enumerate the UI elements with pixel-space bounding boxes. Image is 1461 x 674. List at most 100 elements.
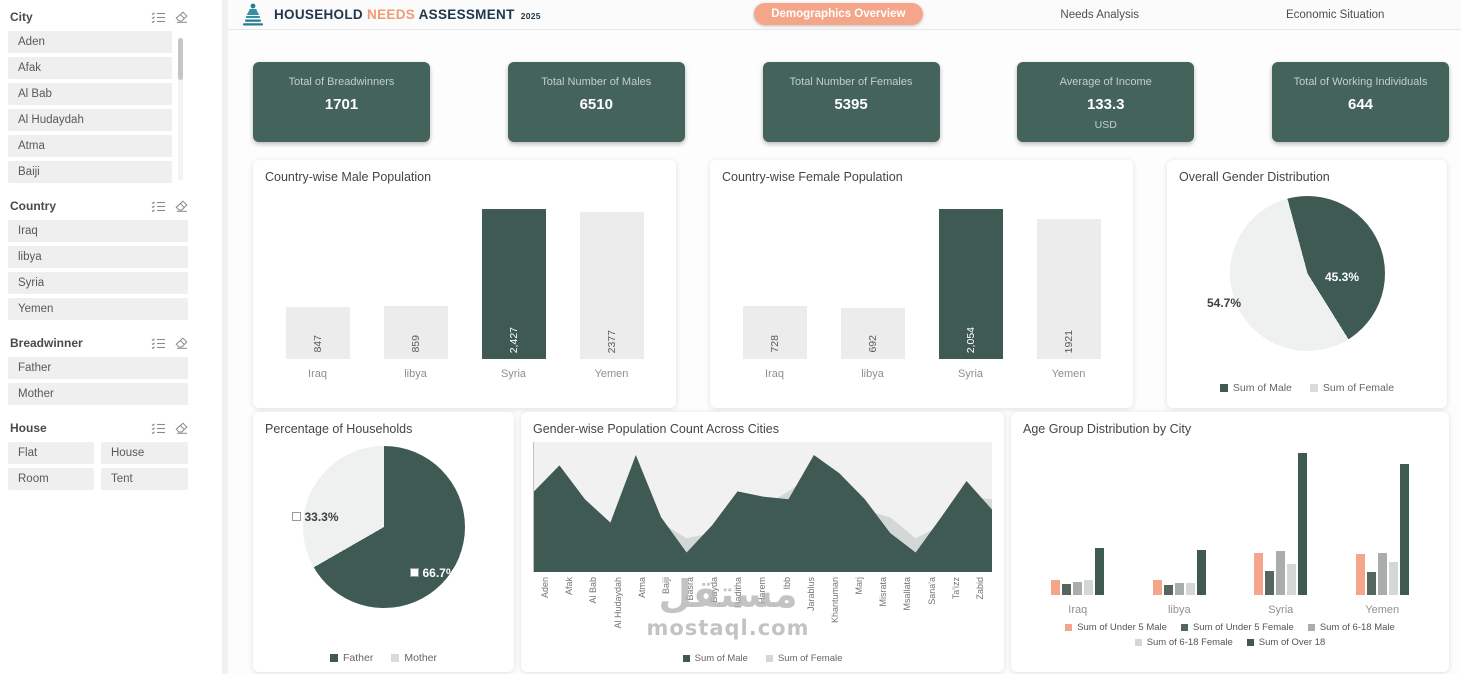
- kpi-unit: USD: [1094, 119, 1117, 131]
- legend-swatch: [1246, 639, 1254, 646]
- slicer-selection-icon[interactable]: [151, 337, 165, 349]
- app-logo-icon: [240, 3, 266, 27]
- x-axis-label: Khantuman: [829, 577, 840, 624]
- chart-genderwise-population-across-cities: Gender-wise Population Count Across Citi…: [521, 412, 1004, 672]
- scrollbar-thumb[interactable]: [178, 38, 183, 80]
- bar-syria-over-18[interactable]: [1298, 453, 1308, 595]
- x-axis-label: Basra: [685, 577, 696, 601]
- tab-needs-analysis[interactable]: Needs Analysis: [1060, 9, 1140, 21]
- bar-yemen-over-18[interactable]: [1399, 464, 1409, 595]
- chart-title: Gender-wise Population Count Across Citi…: [533, 422, 779, 436]
- kpi-card-breadwinners: Total of Breadwinners 1701: [253, 62, 430, 142]
- title-year: 2025: [520, 11, 541, 21]
- title-needs: NEEDS: [367, 7, 416, 22]
- bar-syria-6-18-male[interactable]: [1276, 551, 1286, 595]
- title-assessment: ASSESSMENT: [418, 7, 515, 22]
- slicer-item-mother[interactable]: Mother: [8, 383, 188, 405]
- clear-filter-icon[interactable]: [175, 11, 188, 23]
- kpi-card-males: Total Number of Males 6510: [507, 62, 685, 142]
- slicer-item-al-hudaydah[interactable]: Al Hudaydah: [8, 109, 172, 131]
- bar-syria-under5-male[interactable]: [1254, 553, 1264, 595]
- legend-swatch: [682, 655, 690, 662]
- slicer-selection-icon[interactable]: [151, 11, 165, 23]
- chart-overall-gender-distribution: Overall Gender Distribution 45.3% 54.7% …: [1167, 160, 1447, 408]
- slicer-item-father[interactable]: Father: [8, 357, 188, 379]
- bar-syria[interactable]: 2,427: [481, 209, 546, 359]
- slicer-item-iraq[interactable]: Iraq: [8, 220, 188, 242]
- age-group-libya: libya: [1152, 550, 1206, 616]
- bar-iraq-6-18-female[interactable]: [1084, 580, 1094, 595]
- bar-libya-over-18[interactable]: [1196, 550, 1206, 595]
- slicer-item-atma[interactable]: Atma: [8, 135, 172, 157]
- slicer-selection-icon[interactable]: [151, 200, 165, 212]
- main-area: HOUSEHOLD NEEDS ASSESSMENT 2025 Demograp…: [228, 0, 1461, 674]
- bar-syria-under5-female[interactable]: [1265, 571, 1275, 595]
- bar-iraq[interactable]: 728: [742, 306, 807, 359]
- filter-sidebar: City Aden Afak Al Bab Al Hudaydah Atma Baiji Co…: [0, 0, 228, 674]
- x-axis-label: Msallata: [902, 577, 913, 611]
- bar-libya[interactable]: 859: [383, 306, 448, 359]
- slicer-item-syria[interactable]: Syria: [8, 272, 188, 294]
- slicer-item-libya[interactable]: libya: [8, 246, 188, 268]
- slicer-selection-icon[interactable]: [151, 422, 165, 434]
- slicer-item-aden[interactable]: Aden: [8, 31, 172, 53]
- x-axis-label: Sana'a: [926, 577, 937, 605]
- area-male-series[interactable]: [534, 455, 992, 572]
- bar-syria-6-18-female[interactable]: [1287, 564, 1297, 595]
- gender-pie-chart[interactable]: [1229, 196, 1385, 351]
- x-axis-label: Atma: [636, 577, 647, 599]
- kpi-value: 6510: [579, 96, 613, 113]
- bar-libya-6-18-male[interactable]: [1174, 583, 1184, 595]
- legend-swatch: [1134, 639, 1142, 646]
- slicer-item-tent[interactable]: Tent: [101, 468, 188, 490]
- x-axis-label: Jarablus: [805, 577, 816, 612]
- bar-yemen-6-18-male[interactable]: [1377, 553, 1387, 595]
- slicer-item-baiji[interactable]: Baiji: [8, 161, 172, 183]
- x-axis-label: Harem: [757, 577, 768, 605]
- bar-yemen-under5-male[interactable]: [1355, 554, 1365, 595]
- topbar: HOUSEHOLD NEEDS ASSESSMENT 2025 Demograp…: [228, 0, 1461, 30]
- bar-iraq-under5-female[interactable]: [1062, 584, 1072, 595]
- x-axis-label: Syria: [500, 368, 527, 380]
- slicer-item-flat[interactable]: Flat: [8, 442, 94, 464]
- gender-pie-wrap: 45.3% 54.7%: [1179, 196, 1435, 374]
- gender-legend: Sum of Male Sum of Female: [1179, 382, 1435, 394]
- tab-economic-situation[interactable]: Economic Situation: [1285, 9, 1385, 21]
- x-axis-label: Iraq: [1068, 604, 1088, 616]
- clear-filter-icon[interactable]: [175, 422, 188, 434]
- bar-yemen-6-18-female[interactable]: [1388, 562, 1398, 595]
- clear-filter-icon[interactable]: [175, 337, 188, 349]
- legend-item: Sum of Under 5 Male: [1065, 622, 1167, 633]
- slicer-item-yemen[interactable]: Yemen: [8, 298, 188, 320]
- bar-libya-6-18-female[interactable]: [1185, 583, 1195, 595]
- charts-row-2: Percentage of Households 33.3% 66.7% Fat…: [253, 412, 1449, 672]
- bar-value-label: 728: [768, 335, 781, 353]
- clear-filter-icon[interactable]: [175, 200, 188, 212]
- slicer-item-afak[interactable]: Afak: [8, 57, 172, 79]
- bar-value-label: 2377: [605, 329, 618, 353]
- bar-syria[interactable]: 2,054: [938, 209, 1003, 359]
- slicer-item-al-bab[interactable]: Al Bab: [8, 83, 172, 105]
- slicer-header: City: [8, 10, 188, 24]
- kpi-label: Total Number of Males: [541, 76, 652, 88]
- slicer-item-house[interactable]: House: [101, 442, 188, 464]
- bar-value-label: 2,054: [964, 326, 977, 353]
- bar-iraq[interactable]: 847: [285, 307, 350, 359]
- bar-libya-under5-female[interactable]: [1163, 585, 1173, 595]
- bar-iraq-6-18-male[interactable]: [1073, 582, 1083, 595]
- bar-iraq-over-18[interactable]: [1095, 548, 1105, 595]
- legend-item: Sum of Male: [682, 653, 748, 664]
- bar-yemen[interactable]: 2377: [579, 212, 644, 359]
- slicer-scrollbar[interactable]: [178, 38, 183, 181]
- bar-libya[interactable]: 692: [840, 308, 905, 359]
- tab-demographics-overview[interactable]: Demographics Overview: [754, 3, 923, 25]
- bar-iraq-under5-male[interactable]: [1051, 580, 1061, 595]
- slicer-item-room[interactable]: Room: [8, 468, 94, 490]
- legend-item: Sum of Female: [765, 653, 842, 664]
- female-slice-label: 54.7%: [1207, 296, 1242, 310]
- bar-yemen[interactable]: 1921: [1036, 219, 1101, 359]
- bar-yemen-under5-female[interactable]: [1366, 572, 1376, 595]
- x-axis-label: Syria: [957, 368, 984, 380]
- bar-libya-under5-male[interactable]: [1152, 580, 1162, 595]
- household-pie-chart[interactable]: [302, 446, 465, 608]
